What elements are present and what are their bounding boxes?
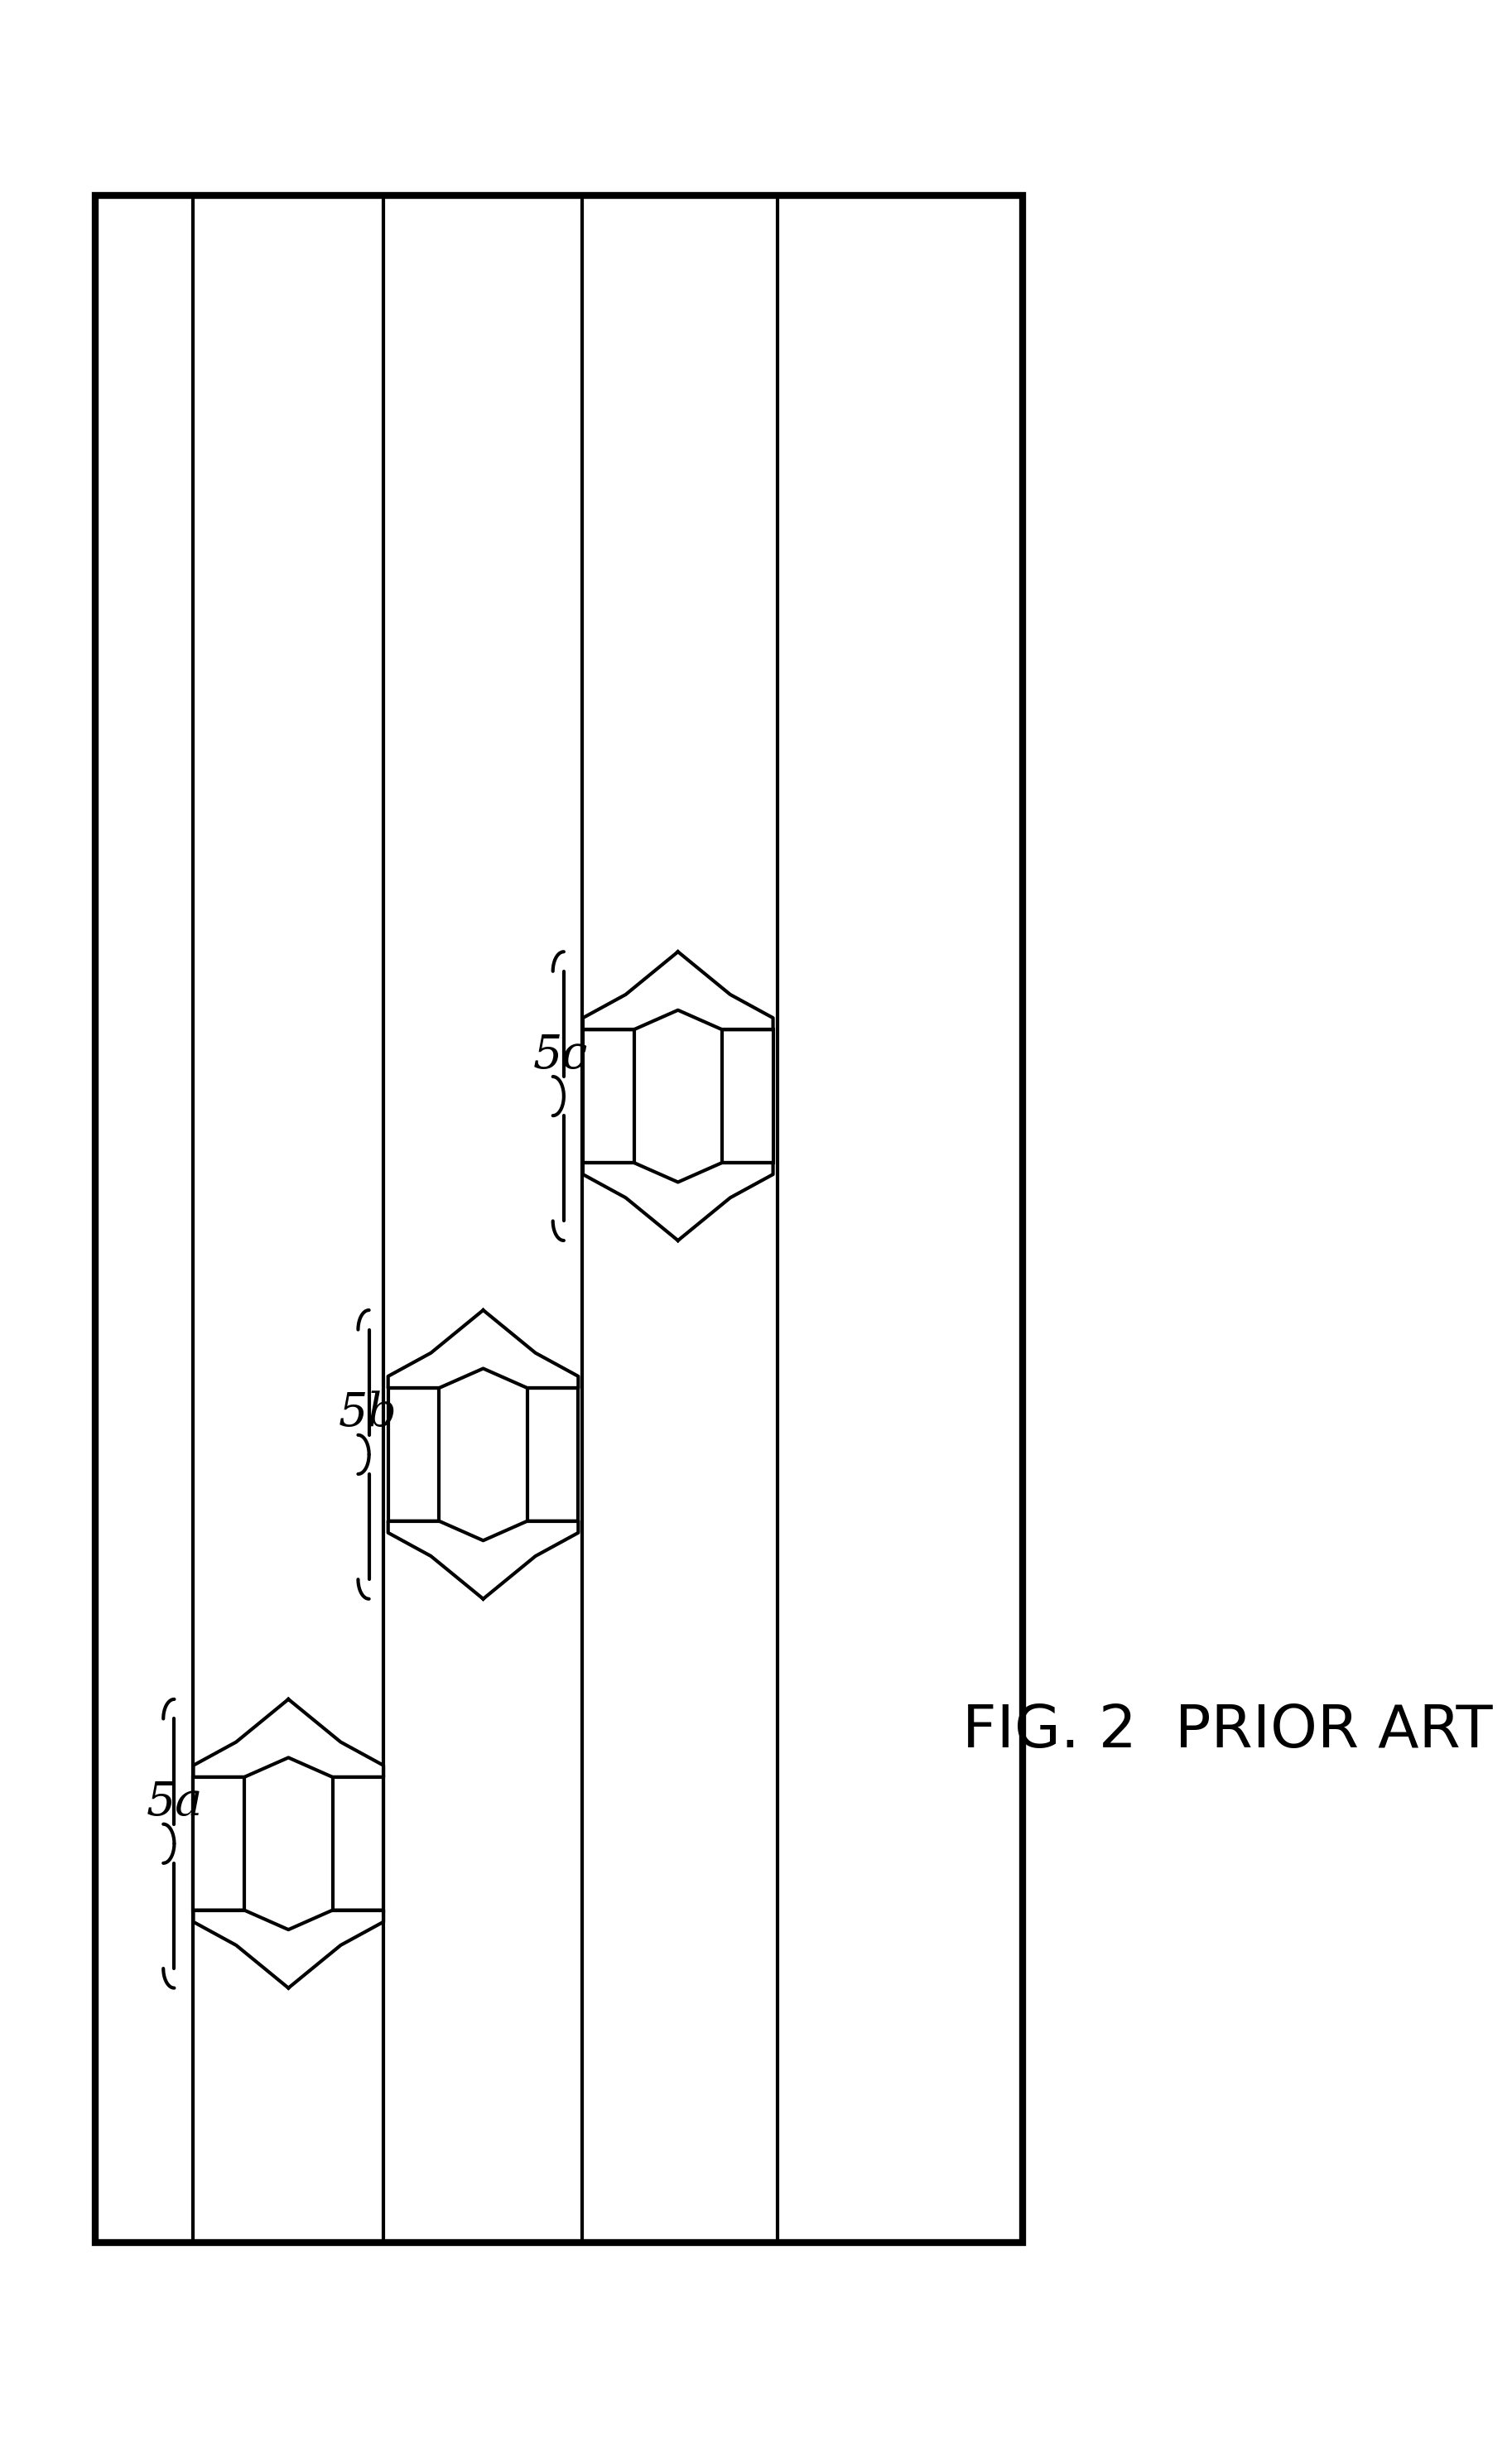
Text: FIG. 2  PRIOR ART: FIG. 2 PRIOR ART (963, 1702, 1492, 1760)
Bar (723, 1029, 773, 1163)
Text: 5b: 5b (339, 1392, 398, 1436)
Bar (389, 1387, 438, 1521)
Bar (333, 1777, 384, 1911)
Text: 5a: 5a (147, 1780, 203, 1826)
Bar (194, 1777, 245, 1911)
Text: 5c: 5c (534, 1034, 588, 1078)
Bar (528, 1387, 578, 1521)
Bar (584, 1029, 634, 1163)
Bar (95, 195, 1024, 2243)
